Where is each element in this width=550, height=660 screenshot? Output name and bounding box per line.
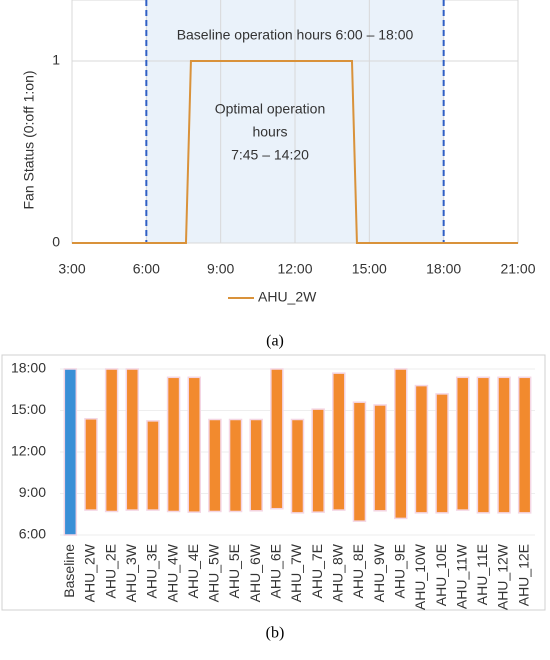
range-bar [476,376,491,514]
range-bar [63,368,78,536]
x-tick-label: 9:00 [207,261,234,277]
x-tick-label: AHU_11E [474,544,490,605]
x-tick-label: AHU_11W [453,543,469,609]
y-tick-label: 9:00 [19,484,46,500]
x-tick-label: AHU_9W [371,543,387,602]
range-bar [455,376,470,511]
annotation: Optimal operation [215,101,326,117]
y-tick-label: 1 [52,52,60,68]
y-tick-label: 6:00 [19,526,46,542]
x-tick-label: AHU_5E [226,544,242,598]
legend-label: AHU_2W [258,289,317,305]
x-tick-label: 21:00 [500,261,535,277]
range-bar [249,418,263,512]
range-bar [146,420,160,511]
range-bar [166,376,181,513]
x-tick-label: AHU_7E [309,544,325,598]
x-tick-label: 18:00 [426,261,461,277]
range-bar [208,418,222,513]
range-bar [311,408,325,513]
x-tick-label: AHU_5W [206,543,222,602]
range-bar [125,368,140,511]
x-tick-label: AHU_9E [391,544,407,598]
x-tick-label: AHU_4W [164,543,180,602]
range-bar [373,404,387,512]
range-bar [332,372,346,511]
y-axis-title: Fan Status (0:off 1:on) [21,70,37,209]
x-tick-label: Baseline [61,544,77,598]
x-tick-label: AHU_4E [185,544,201,598]
y-tick-label: 18:00 [11,360,46,376]
annotation: 7:45 – 14:20 [231,147,309,163]
x-tick-label: 15:00 [352,261,387,277]
range-bar [228,418,243,513]
x-tick-label: 3:00 [58,261,85,277]
range-bar [290,418,305,514]
x-tick-label: AHU_12E [515,544,531,606]
annotation: hours [252,124,287,140]
x-tick-label: AHU_10E [433,544,449,606]
x-tick-label: 12:00 [277,261,312,277]
range-bar [517,376,532,514]
x-tick-label: 6:00 [133,261,160,277]
series-line [72,60,518,244]
range-bar [352,401,367,522]
x-tick-label: AHU_10W [412,543,428,610]
x-tick-label: AHU_2E [102,544,118,598]
x-tick-label: AHU_12W [495,543,511,610]
range-bar [104,368,119,513]
range-bar [270,368,284,510]
range-bar [394,368,408,520]
y-tick-label: 15:00 [11,401,46,417]
x-tick-label: AHU_3W [123,543,139,602]
range-bar [414,384,429,514]
range-bar [84,418,98,511]
x-tick-label: AHU_6E [268,544,284,598]
panel-b-frame [1,354,546,611]
caption: (a) [266,333,284,350]
x-tick-label: AHU_3E [144,544,160,598]
x-tick-label: AHU_8E [350,544,366,598]
range-bar [435,393,449,514]
range-bar [497,376,511,514]
x-tick-label: AHU_7W [288,543,304,602]
range-bar [187,376,201,513]
caption: (b) [266,625,285,642]
x-tick-label: AHU_8W [330,543,346,602]
annotation: Baseline operation hours 6:00 – 18:00 [177,27,414,43]
y-tick-label: 12:00 [11,443,46,459]
x-tick-label: AHU_2W [82,543,98,602]
y-tick-label: 0 [52,234,60,250]
x-tick-label: AHU_6W [247,543,263,602]
